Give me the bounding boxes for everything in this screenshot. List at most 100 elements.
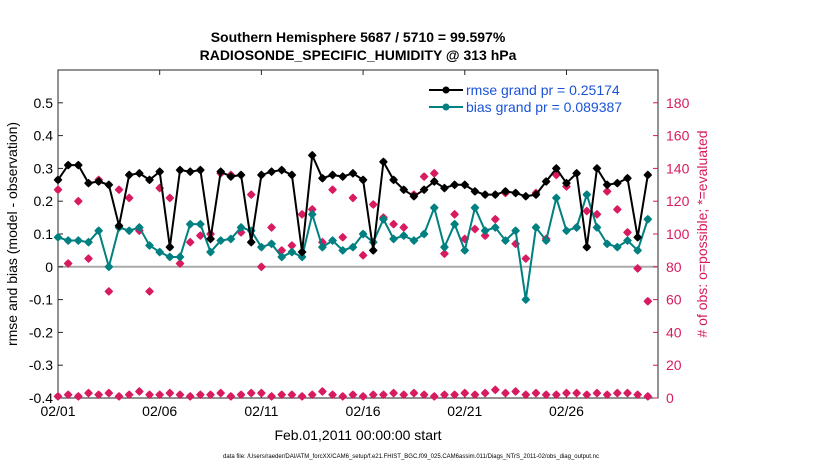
rmse-point: [348, 168, 358, 178]
x-tick-label: 02/16: [346, 403, 381, 419]
obs-evaluated-marker: [592, 388, 602, 398]
rmse-point: [470, 186, 480, 196]
rmse-point: [429, 177, 439, 186]
bias-series: [53, 190, 653, 305]
obs-possible-marker: [470, 224, 480, 234]
obs-possible-marker: [328, 185, 337, 195]
obs-evaluated-marker: [165, 388, 175, 398]
rmse-point: [328, 170, 337, 180]
rmse-point: [531, 190, 541, 200]
bias-point: [541, 236, 551, 245]
rmse-point: [104, 180, 114, 190]
bias-point: [592, 223, 602, 232]
obs-possible-marker: [358, 250, 368, 260]
rmse-point: [185, 167, 195, 177]
rmse-point: [460, 180, 470, 190]
obs-possible-marker: [338, 232, 348, 242]
obs-possible-marker: [602, 186, 612, 196]
rmse-point: [134, 168, 144, 178]
obs-possible-marker: [287, 241, 297, 250]
obs-evaluated-marker: [399, 390, 409, 400]
rmse-point: [206, 234, 215, 244]
obs-evaluated-marker: [409, 388, 419, 398]
bias-point: [531, 223, 541, 232]
obs-evaluated-marker: [63, 390, 73, 400]
bias-point: [480, 226, 490, 236]
bias-point: [572, 223, 582, 232]
obs-possible-marker: [623, 227, 632, 237]
y-tick-label: 0.5: [34, 95, 54, 111]
obs-evaluated-marker: [124, 390, 134, 400]
obs-evaluated-marker: [53, 391, 63, 401]
obs-evaluated-marker: [297, 391, 307, 401]
bias-point: [328, 236, 337, 245]
bias-point: [582, 190, 592, 200]
bias-point: [399, 231, 409, 241]
right-y-tick-label: 180: [666, 95, 690, 111]
obs-evaluated-marker: [206, 390, 215, 400]
rmse-point: [480, 190, 490, 200]
bias-point: [216, 236, 226, 245]
obs-evaluated-marker: [440, 390, 449, 400]
obs-possible-marker: [195, 231, 205, 241]
rmse-point: [297, 247, 307, 257]
bias-point: [501, 236, 510, 245]
obs-evaluated-marker: [511, 387, 521, 396]
obs-evaluated-marker: [307, 390, 317, 400]
right-y-tick-label: 60: [666, 292, 682, 308]
legend-rmse-label: rmse grand pr = 0.25174: [466, 82, 620, 98]
rmse-point: [256, 170, 266, 180]
bias-point: [84, 237, 93, 247]
obs-evaluated-marker: [226, 391, 236, 401]
obs-possible-marker: [348, 193, 358, 203]
rmse-point: [633, 232, 643, 242]
obs-possible-marker: [297, 209, 307, 219]
obs-possible-marker: [165, 193, 175, 203]
rmse-point: [216, 167, 226, 177]
obs-evaluated-marker: [562, 388, 571, 398]
bias-point: [236, 223, 246, 232]
rmse-point: [94, 177, 104, 186]
footer-data-file: data file: /Users/raeder/DAI/ATM_forcXX/…: [223, 454, 599, 460]
bias-point: [460, 245, 470, 255]
obs-possible-marker: [450, 209, 460, 219]
obs-evaluated-marker: [470, 390, 480, 400]
right-y-tick-label: 100: [666, 226, 690, 242]
right-y-tick-label: 120: [666, 193, 690, 209]
bias-point: [643, 214, 653, 224]
y-tick-label: -0.2: [29, 324, 53, 340]
bias-point: [206, 247, 215, 257]
rmse-point: [165, 242, 175, 252]
legend-bias-marker: [442, 103, 450, 111]
bias-point: [195, 219, 205, 229]
obs-evaluated-marker: [94, 390, 104, 400]
rmse-point: [338, 172, 348, 182]
obs-possible-marker: [490, 214, 500, 224]
bias-point: [307, 209, 317, 219]
obs-possible-marker: [185, 237, 195, 247]
y-tick-label: -0.1: [29, 292, 53, 308]
obs-possible-marker: [145, 286, 154, 296]
bias-point: [73, 236, 83, 245]
rmse-point: [541, 177, 551, 186]
y-axis-ticks: -0.4 -0.3 -0.2 -0.1 0 0.1 0.2 0.3 0.4 0.5: [29, 95, 63, 406]
obs-evaluated-marker: [602, 390, 612, 400]
obs-possible-marker: [53, 185, 63, 195]
rmse-point: [358, 175, 368, 185]
bias-point: [63, 236, 73, 245]
rmse-point: [551, 163, 561, 173]
rmse-point: [440, 183, 449, 193]
rmse-point: [450, 180, 460, 190]
obs-evaluated-marker: [256, 388, 266, 398]
obs-possible-marker: [643, 296, 653, 306]
bias-point: [358, 229, 368, 239]
bias-point: [379, 214, 388, 224]
rmse-point: [63, 160, 73, 170]
rmse-point: [277, 165, 287, 175]
right-y-tick-label: 40: [666, 324, 682, 340]
obs-evaluated-marker: [338, 391, 348, 401]
rmse-point: [114, 221, 124, 231]
obs-evaluated-marker: [633, 390, 643, 400]
bias-point: [490, 223, 500, 232]
legend-bias-label: bias grand pr = 0.089387: [466, 99, 622, 115]
